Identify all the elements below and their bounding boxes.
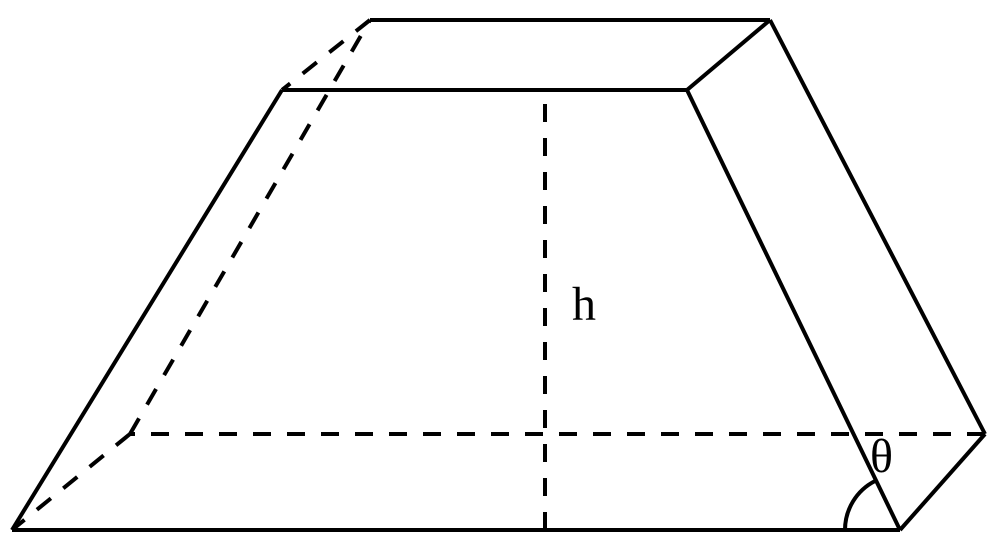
- angle-theta-arc: [845, 481, 875, 530]
- edge-B-F: [687, 90, 900, 530]
- edge-H-E: [282, 20, 370, 90]
- edge-A-E: [12, 90, 282, 530]
- edge-B-C: [900, 434, 985, 530]
- edge-D-A: [12, 434, 130, 530]
- edge-D-H: [130, 20, 370, 434]
- edge-F-G: [687, 20, 770, 90]
- angle-label: θ: [870, 430, 893, 483]
- edge-C-G: [770, 20, 985, 434]
- trapezoidal-prism-diagram: hθ: [0, 0, 1000, 544]
- height-label: h: [572, 278, 596, 331]
